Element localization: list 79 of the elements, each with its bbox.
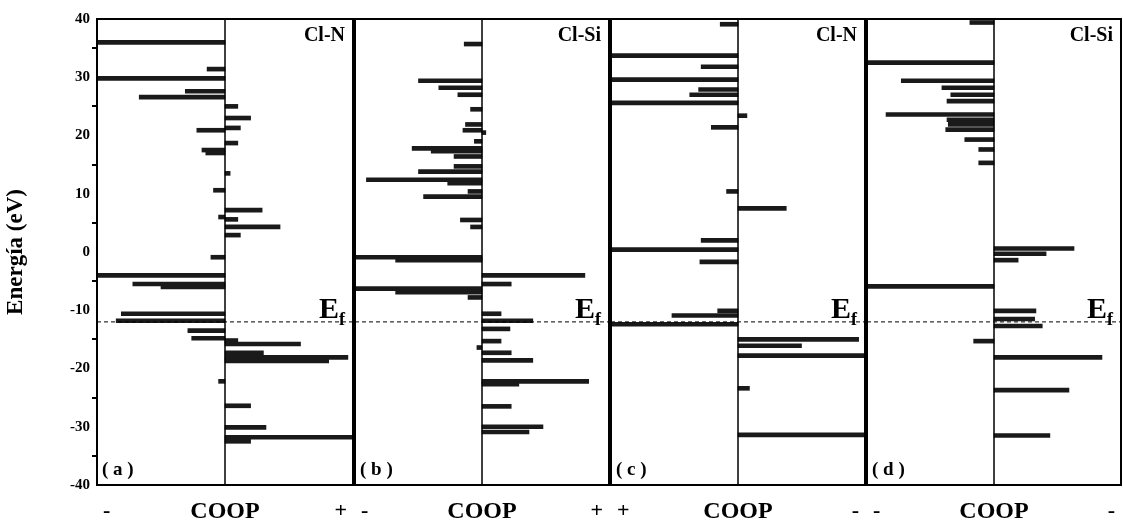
- bar: [993, 433, 1051, 438]
- bar: [481, 350, 512, 356]
- bar: [97, 39, 226, 45]
- bar: [737, 353, 865, 359]
- text: -: [361, 497, 369, 522]
- bar: [711, 125, 739, 130]
- bar: [418, 78, 483, 84]
- bar: [611, 77, 739, 82]
- bar: [97, 272, 226, 278]
- annotation: ( a ): [102, 458, 134, 480]
- annotation: ( b ): [360, 458, 393, 480]
- bar: [941, 85, 995, 91]
- bar: [993, 355, 1103, 360]
- x-axis-title: COOP: [703, 497, 773, 523]
- bar: [867, 284, 995, 289]
- bar: [187, 328, 226, 333]
- bar: [481, 311, 502, 317]
- chart-title: Cl-N: [303, 23, 346, 45]
- chart-title: Cl-Si: [1069, 23, 1114, 45]
- annotation: ( d ): [872, 458, 905, 480]
- text: +: [590, 497, 604, 522]
- bar: [900, 78, 995, 84]
- text: -: [1107, 497, 1115, 522]
- bar: [700, 64, 739, 70]
- bar: [97, 76, 226, 81]
- bar: [671, 313, 739, 318]
- y-tick-label: 0: [82, 242, 90, 259]
- bar: [224, 217, 239, 222]
- bar: [224, 425, 267, 430]
- y-tick-label: 10: [75, 184, 90, 201]
- x-axis-title: COOP: [190, 497, 260, 523]
- text: -: [103, 497, 111, 522]
- chart-title: Cl-Si: [557, 23, 602, 45]
- x-axis-title: COOP: [959, 497, 1029, 523]
- bar: [366, 177, 483, 183]
- bar: [978, 147, 995, 152]
- bar: [474, 139, 483, 144]
- bar: [120, 311, 226, 317]
- bar: [611, 53, 739, 59]
- chart-title: Cl-N: [815, 23, 858, 45]
- bar: [457, 92, 483, 98]
- y-tick-label: 20: [75, 126, 90, 143]
- bar: [964, 137, 995, 142]
- text: -: [873, 497, 881, 522]
- x-axis-title: COOP: [447, 497, 517, 523]
- bar: [867, 60, 995, 66]
- bar: [481, 424, 544, 430]
- bar: [726, 189, 739, 194]
- bar: [213, 187, 226, 193]
- text: -: [851, 497, 859, 522]
- y-tick-label: -10: [70, 301, 90, 318]
- bar: [611, 247, 739, 252]
- bar: [196, 127, 226, 133]
- bar: [224, 104, 239, 109]
- bar: [969, 20, 995, 25]
- bar: [218, 378, 226, 384]
- y-tick-label: -20: [70, 359, 90, 376]
- bar: [224, 403, 251, 409]
- bar: [737, 385, 750, 391]
- bar: [719, 21, 739, 27]
- bar: [481, 358, 534, 363]
- bar: [481, 272, 586, 278]
- bar: [950, 92, 995, 98]
- bar: [191, 335, 226, 341]
- y-tick-label: -30: [70, 417, 90, 434]
- bar: [700, 238, 739, 243]
- bar: [470, 106, 483, 112]
- bar: [438, 85, 483, 91]
- bar: [737, 205, 787, 211]
- y-tick-label: 30: [75, 68, 90, 85]
- text: +: [334, 497, 348, 522]
- bar: [481, 404, 512, 409]
- bar: [224, 434, 353, 440]
- y-tick-label: 40: [75, 9, 90, 26]
- text: +: [617, 497, 630, 522]
- annotation: ( c ): [616, 458, 647, 480]
- y-axis-title: Energía (eV): [1, 189, 27, 315]
- bar: [210, 254, 226, 260]
- y-tick-label: -40: [70, 475, 90, 492]
